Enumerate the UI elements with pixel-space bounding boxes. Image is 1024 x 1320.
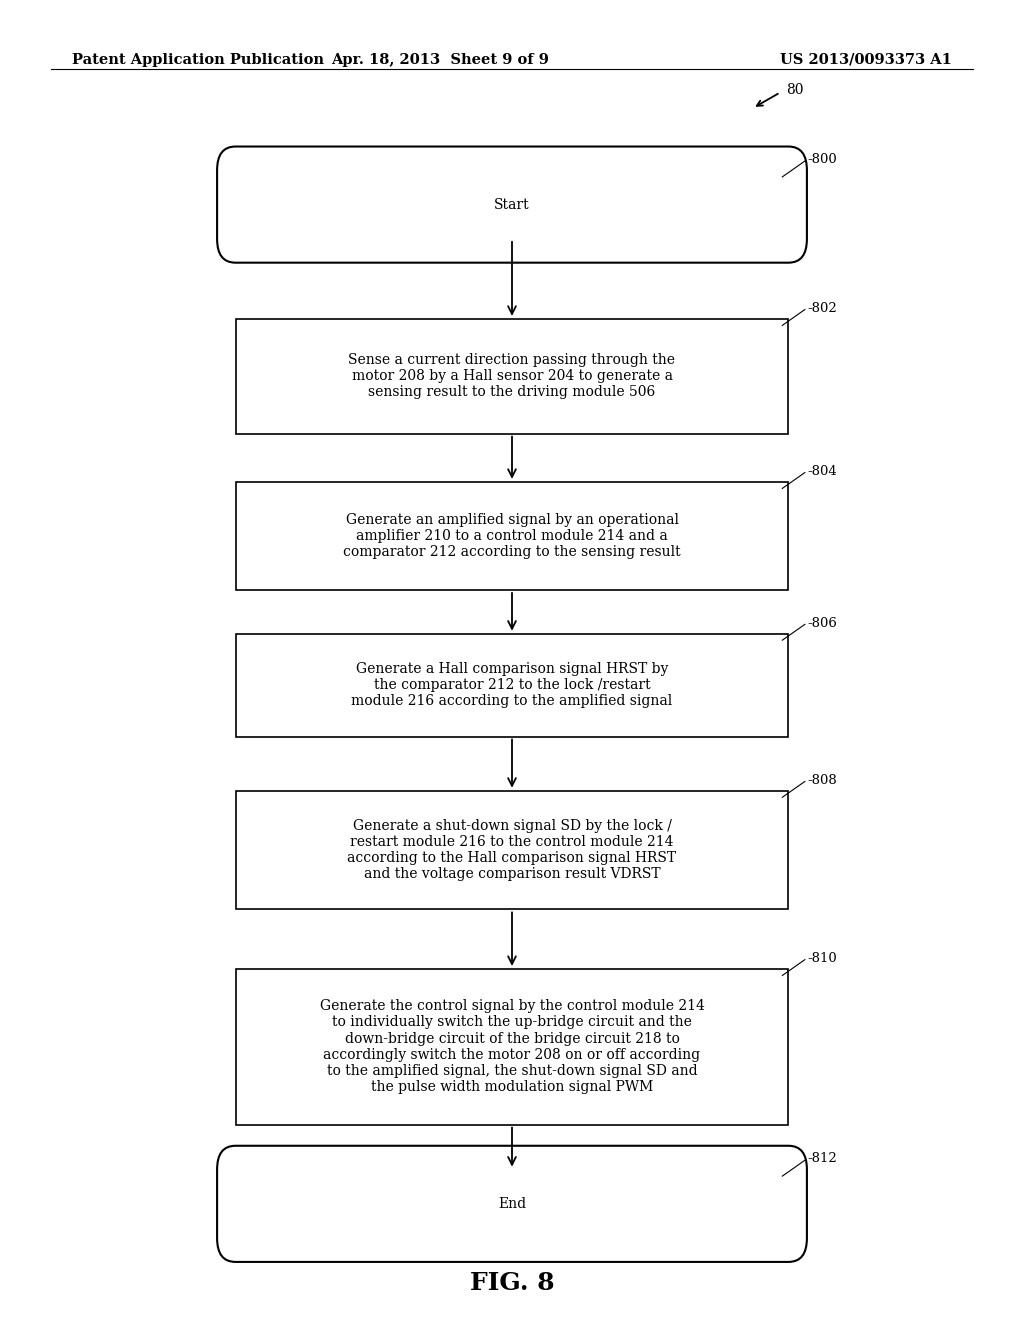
Text: FIG. 8: FIG. 8 — [470, 1271, 554, 1295]
Bar — [236, 482, 788, 590]
Text: Generate a shut-down signal SD by the lock /
restart module 216 to the control m: Generate a shut-down signal SD by the lo… — [347, 818, 677, 882]
Text: -804: -804 — [807, 465, 837, 478]
Bar — [236, 969, 788, 1125]
Text: -810: -810 — [807, 952, 837, 965]
Text: 80: 80 — [786, 83, 804, 96]
Text: -808: -808 — [807, 774, 837, 787]
FancyBboxPatch shape — [217, 1146, 807, 1262]
Text: End: End — [498, 1197, 526, 1210]
Text: Sense a current direction passing through the
motor 208 by a Hall sensor 204 to : Sense a current direction passing throug… — [348, 352, 676, 400]
Text: Apr. 18, 2013  Sheet 9 of 9: Apr. 18, 2013 Sheet 9 of 9 — [332, 53, 549, 67]
Text: -812: -812 — [807, 1152, 837, 1166]
Text: Generate the control signal by the control module 214
to individually switch the: Generate the control signal by the contr… — [319, 999, 705, 1094]
Bar — [236, 634, 788, 737]
Bar — [236, 319, 788, 433]
Text: -802: -802 — [807, 302, 837, 314]
Text: -806: -806 — [807, 616, 837, 630]
Text: US 2013/0093373 A1: US 2013/0093373 A1 — [780, 53, 952, 67]
Bar — [236, 791, 788, 909]
Text: Generate an amplified signal by an operational
amplifier 210 to a control module: Generate an amplified signal by an opera… — [343, 512, 681, 560]
FancyBboxPatch shape — [217, 147, 807, 263]
Text: Generate a Hall comparison signal HRST by
the comparator 212 to the lock /restar: Generate a Hall comparison signal HRST b… — [351, 661, 673, 709]
Text: -800: -800 — [807, 153, 837, 166]
Text: Start: Start — [495, 198, 529, 211]
Text: Patent Application Publication: Patent Application Publication — [72, 53, 324, 67]
